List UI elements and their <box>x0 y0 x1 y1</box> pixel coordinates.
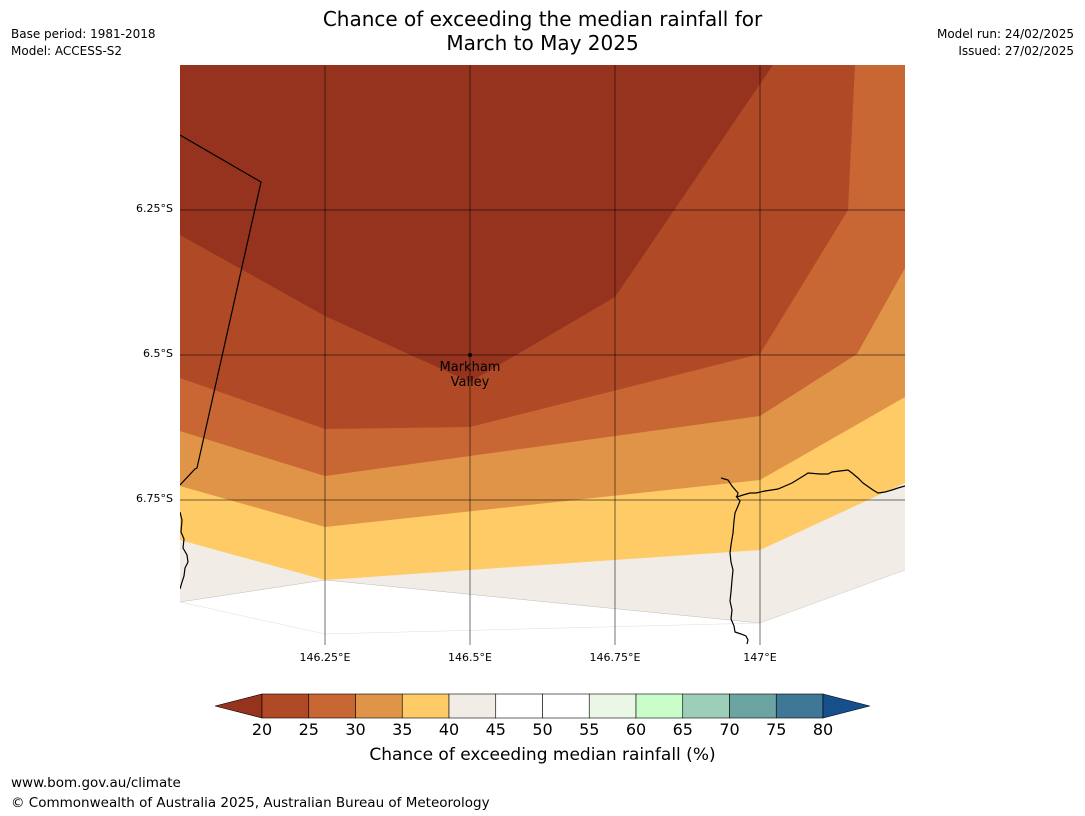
model-text: Model: ACCESS-S2 <box>11 44 123 58</box>
colorbar-tick-label: 65 <box>672 720 693 739</box>
base-period-text: Base period: 1981-2018 <box>11 27 156 41</box>
colorbar-tick-label: 35 <box>392 720 413 739</box>
band-below-20 <box>180 65 773 382</box>
lat-label-6-75: 6.75°S <box>136 492 173 505</box>
title-line-1: Chance of exceeding the median rainfall … <box>322 7 763 31</box>
colorbar-segment <box>261 693 310 719</box>
coastline-west <box>180 511 189 590</box>
rainfall-map <box>180 65 905 645</box>
colorbar-segment <box>355 693 403 719</box>
colorbar-title: Chance of exceeding median rainfall (%) <box>369 745 716 765</box>
colorbar-tick-label: 30 <box>345 720 366 739</box>
coastline-east <box>720 469 905 498</box>
colorbar <box>215 693 870 719</box>
boundary-line <box>180 134 262 486</box>
lon-label-147: 147°E <box>743 651 777 664</box>
colorbar-tick-label: 75 <box>766 720 787 739</box>
place-label-line-1: Markham <box>439 360 501 375</box>
contour-line <box>180 569 905 635</box>
colorbar-extend-above <box>822 693 870 719</box>
colorbar-segment <box>308 693 356 719</box>
place-label-line-2: Valley <box>450 375 490 390</box>
colorbar-tick-label: 45 <box>485 720 506 739</box>
colorbar-segment <box>775 693 824 719</box>
header-metadata-right: Model run: 24/02/2025 Issued: 27/02/2025 <box>937 26 1074 60</box>
colorbar-segment <box>729 693 777 719</box>
header-metadata-left: Base period: 1981-2018 Model: ACCESS-S2 <box>11 26 156 60</box>
colorbar-tick-label: 20 <box>251 720 273 739</box>
lon-label-146-75: 146.75°E <box>589 651 641 664</box>
lat-label-6-5: 6.5°S <box>143 347 173 360</box>
lon-label-146-5: 146.5°E <box>448 651 492 664</box>
issued-text: Issued: 27/02/2025 <box>958 44 1074 58</box>
colorbar-tick-label: 50 <box>532 720 553 739</box>
coastline-east-peninsula <box>729 495 749 645</box>
footer-url: www.bom.gov.au/climate <box>11 775 181 791</box>
gridlines <box>180 65 905 645</box>
map-title: Chance of exceeding the median rainfall … <box>200 7 885 55</box>
lon-label-146-25: 146.25°E <box>299 651 351 664</box>
footer-copyright: © Commonwealth of Australia 2025, Austra… <box>11 795 490 811</box>
lat-label-6-25: 6.25°S <box>136 202 173 215</box>
colorbar-tick-label: 25 <box>298 720 319 739</box>
model-run-text: Model run: 24/02/2025 <box>936 27 1074 41</box>
colorbar-segment <box>588 693 637 719</box>
title-line-2: March to May 2025 <box>446 31 639 55</box>
town-marker <box>468 353 472 357</box>
colorbar-segment <box>448 693 497 719</box>
colorbar-tick-label: 70 <box>719 720 740 739</box>
colorbar-segment <box>682 693 730 719</box>
colorbar-tick-label: 60 <box>625 720 647 739</box>
colorbar-extend-below <box>215 693 263 719</box>
colorbar-segment <box>401 693 450 719</box>
colorbar-segment <box>495 693 543 719</box>
colorbar-segment <box>635 693 684 719</box>
colorbar-segment <box>542 693 590 719</box>
colorbar-tick-label: 80 <box>812 720 834 739</box>
colorbar-tick-label: 55 <box>579 720 600 739</box>
colorbar-tick-label: 40 <box>438 720 460 739</box>
place-label-markham-valley: Markham Valley <box>420 360 520 390</box>
